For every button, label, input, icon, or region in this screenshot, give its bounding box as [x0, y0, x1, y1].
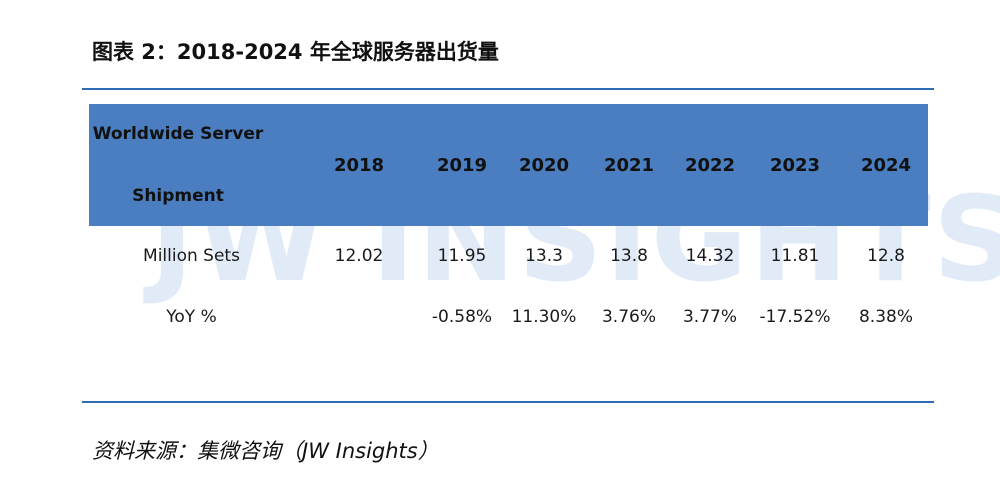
table-cell: 13.3 [525, 246, 563, 266]
year-2022: 2022 [684, 155, 736, 176]
year-2024: 2024 [860, 155, 912, 176]
table-header-row: Worldwide Server Shipment 2018 2019 2020… [89, 104, 928, 226]
year-2020: 2020 [518, 155, 570, 176]
table-cell: 12.8 [867, 246, 905, 266]
header-label-line1: Worldwide Server [92, 124, 264, 144]
table-cell: -0.58% [431, 307, 493, 327]
table-cell: 3.76% [601, 307, 656, 327]
source-note: 资料来源：集微咨询（JW Insights） [92, 439, 439, 463]
top-rule [82, 88, 934, 90]
row-label: Million Sets [143, 246, 240, 266]
table-cell: 12.02 [334, 246, 384, 266]
year-2021: 2021 [603, 155, 655, 176]
server-shipment-table: Worldwide Server Shipment 2018 2019 2020… [89, 104, 928, 348]
table-cell: 8.38% [858, 307, 913, 327]
year-2018: 2018 [333, 155, 385, 176]
table-cell: 13.8 [610, 246, 648, 266]
table-row-yoy: YoY % -0.58% 11.30% 3.76% 3.77% -17.52% … [89, 287, 928, 348]
table-cell: 11.30% [511, 307, 577, 327]
table-cell: 3.77% [682, 307, 737, 327]
header-label-line2: Shipment [132, 186, 224, 206]
figure-title: 图表 2：2018-2024 年全球服务器出货量 [92, 40, 499, 64]
table-cell: 11.81 [770, 246, 820, 266]
table-cell: 11.95 [437, 246, 487, 266]
table-row-million-sets: Million Sets 12.02 11.95 13.3 13.8 14.32… [89, 226, 928, 287]
table-cell: -17.52% [759, 307, 831, 327]
year-2019: 2019 [436, 155, 488, 176]
year-2023: 2023 [769, 155, 821, 176]
bottom-rule [82, 401, 934, 403]
table-cell: 14.32 [685, 246, 735, 266]
row-label: YoY % [166, 307, 217, 327]
